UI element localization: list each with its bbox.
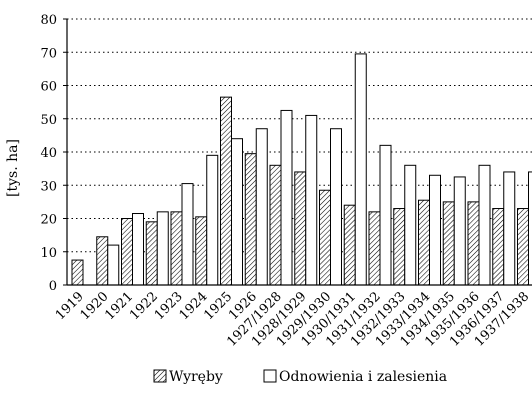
bar-wyreby [492, 208, 505, 286]
y-tick-label: 20 [40, 213, 57, 228]
bar-odnowienia [255, 128, 268, 286]
y-tick-label: 0 [49, 279, 57, 294]
y-tick-label: 80 [40, 13, 57, 28]
x-tick-labels: 191919201921192219231924192519261927/192… [53, 289, 532, 350]
legend-label-odnowienia: Odnowienia i zalesienia [279, 369, 447, 385]
bar-wyreby [195, 216, 208, 286]
legend-swatch-odnowienia [263, 369, 277, 383]
bar-odnowienia [206, 154, 219, 286]
bar-wyreby [418, 199, 430, 286]
bar-wyreby [319, 189, 331, 286]
legend-swatch-wyreby [153, 369, 167, 383]
y-axis-label: [tys. ha] [5, 139, 21, 197]
bar-odnowienia [478, 164, 491, 286]
bar-odnowienia [354, 53, 367, 286]
bar-wyreby [121, 218, 133, 286]
bar-odnowienia [107, 244, 120, 286]
bar-odnowienia [231, 138, 243, 286]
bar-wyreby [294, 171, 307, 286]
bar-wyreby [71, 259, 84, 286]
y-tick-label: 40 [40, 146, 57, 161]
bar-wyreby [517, 208, 529, 286]
legend: Wyręby Odnowienia i zalesienia [153, 369, 447, 385]
bar-odnowienia [453, 176, 466, 286]
bar-wyreby [393, 208, 406, 286]
y-tick-label: 60 [40, 80, 57, 95]
bar-odnowienia [528, 171, 532, 286]
bar-wyreby [269, 164, 282, 286]
bar-odnowienia [404, 164, 417, 286]
bar-wyreby [145, 221, 158, 286]
bar-wyreby [96, 236, 109, 286]
bar-wyreby [368, 211, 381, 286]
bar-odnowienia [503, 171, 516, 286]
bar-odnowienia [280, 109, 293, 286]
bar-wyreby [467, 201, 480, 286]
y-tick-label: 10 [40, 246, 57, 261]
y-tick-label: 70 [40, 46, 57, 61]
bar-odnowienia [181, 183, 194, 286]
bar-odnowienia [330, 128, 342, 286]
y-tick-labels: 0 10 20 30 40 50 60 70 80 [40, 13, 67, 294]
bar-wyreby [170, 211, 183, 286]
y-tick-label: 30 [40, 179, 57, 194]
bars [71, 53, 532, 286]
bar-odnowienia [429, 174, 441, 286]
bar-wyreby [442, 201, 455, 286]
bar-odnowienia [132, 213, 144, 286]
bar-wyreby [220, 96, 232, 286]
bar-odnowienia [305, 114, 318, 286]
y-tick-label: 50 [40, 113, 57, 128]
bar-odnowienia [156, 211, 169, 286]
bar-wyreby [244, 153, 257, 286]
bar-wyreby [343, 204, 356, 286]
bar-odnowienia [379, 144, 392, 286]
legend-label-wyreby: Wyręby [169, 369, 223, 385]
